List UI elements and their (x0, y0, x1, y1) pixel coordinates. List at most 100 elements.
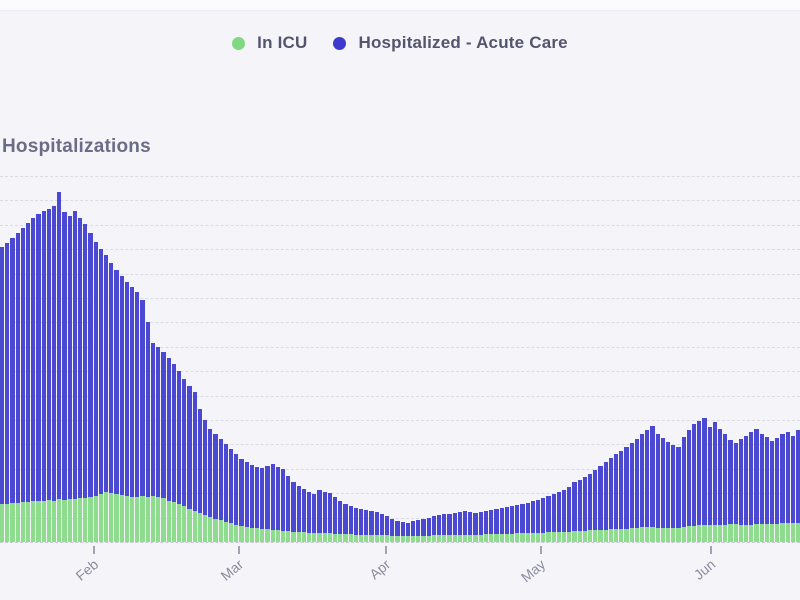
bar[interactable] (613, 454, 619, 542)
bar[interactable] (624, 447, 629, 542)
bar[interactable] (202, 420, 208, 542)
bar[interactable] (697, 421, 702, 542)
bar[interactable] (572, 482, 577, 542)
bar[interactable] (671, 445, 676, 542)
bar[interactable] (20, 228, 26, 542)
bar[interactable] (41, 211, 46, 542)
bar[interactable] (447, 514, 452, 542)
bar[interactable] (780, 434, 785, 542)
bar[interactable] (608, 458, 613, 542)
bar[interactable] (208, 429, 213, 542)
bar[interactable] (587, 474, 593, 542)
bar[interactable] (348, 506, 353, 542)
bar[interactable] (775, 438, 780, 542)
bar[interactable] (426, 518, 431, 542)
bar[interactable] (249, 465, 254, 542)
bar[interactable] (213, 434, 218, 542)
bar[interactable] (582, 477, 587, 542)
bar[interactable] (270, 464, 275, 542)
bar[interactable] (686, 430, 692, 542)
bar[interactable] (796, 430, 800, 542)
bar[interactable] (593, 470, 598, 542)
bar[interactable] (88, 233, 93, 542)
bar[interactable] (598, 466, 603, 542)
bar[interactable] (343, 504, 348, 542)
bar[interactable] (322, 492, 327, 542)
bar[interactable] (390, 519, 395, 542)
bar[interactable] (176, 371, 182, 542)
bar[interactable] (223, 444, 228, 542)
bar[interactable] (72, 211, 78, 542)
bar[interactable] (364, 510, 369, 542)
bar[interactable] (744, 436, 749, 542)
bar[interactable] (130, 287, 135, 542)
bar[interactable] (515, 505, 520, 542)
bar[interactable] (10, 238, 15, 542)
bar[interactable] (546, 496, 551, 542)
bar[interactable] (333, 497, 338, 542)
bar[interactable] (67, 216, 72, 542)
bar[interactable] (31, 218, 36, 542)
bar[interactable] (140, 300, 145, 542)
bar[interactable] (359, 509, 364, 542)
bar[interactable] (260, 468, 265, 542)
bar[interactable] (749, 432, 754, 542)
bar[interactable] (567, 487, 572, 542)
bar[interactable] (473, 513, 478, 542)
bar[interactable] (286, 476, 291, 542)
bar[interactable] (0, 247, 5, 542)
bar[interactable] (275, 467, 280, 542)
bar[interactable] (239, 459, 244, 542)
bar[interactable] (494, 509, 499, 542)
bar[interactable] (551, 494, 556, 542)
legend-item-in-icu[interactable]: In ICU (232, 33, 307, 53)
bar[interactable] (306, 492, 312, 542)
bar[interactable] (770, 441, 775, 542)
bar[interactable] (650, 426, 655, 542)
bar[interactable] (218, 439, 223, 542)
bar[interactable] (379, 514, 385, 542)
bar[interactable] (78, 218, 83, 542)
bar[interactable] (369, 511, 374, 542)
bar[interactable] (15, 233, 20, 542)
bar[interactable] (327, 493, 332, 542)
bar[interactable] (785, 432, 790, 542)
legend-item-hospitalized-acute-care[interactable]: Hospitalized - Acute Care (333, 33, 568, 53)
bar[interactable] (280, 469, 286, 542)
bar[interactable] (483, 511, 489, 542)
bar[interactable] (634, 439, 639, 542)
bar[interactable] (291, 482, 296, 542)
bar[interactable] (541, 498, 546, 542)
bar[interactable] (437, 515, 442, 542)
bar[interactable] (718, 429, 723, 542)
bar[interactable] (124, 282, 130, 542)
bar[interactable] (312, 494, 317, 542)
bar[interactable] (145, 322, 150, 542)
bar[interactable] (46, 209, 52, 542)
bar[interactable] (639, 434, 645, 542)
bar[interactable] (457, 512, 463, 542)
bar[interactable] (296, 486, 301, 542)
bar[interactable] (645, 430, 650, 542)
bar[interactable] (254, 467, 260, 542)
bar[interactable] (228, 449, 234, 542)
bar[interactable] (317, 490, 322, 542)
bar[interactable] (171, 364, 176, 542)
bar[interactable] (666, 442, 671, 542)
bar[interactable] (93, 242, 98, 542)
bar[interactable] (431, 516, 437, 542)
bar[interactable] (442, 514, 447, 542)
bar[interactable] (452, 513, 457, 542)
bar[interactable] (790, 436, 796, 542)
bar[interactable] (83, 224, 88, 542)
bar[interactable] (754, 429, 759, 542)
bar[interactable] (234, 454, 239, 542)
bar[interactable] (712, 422, 718, 542)
bar[interactable] (681, 437, 686, 542)
bar[interactable] (400, 522, 405, 542)
bar[interactable] (692, 424, 697, 542)
bar[interactable] (489, 510, 494, 542)
bar[interactable] (556, 492, 561, 542)
bar[interactable] (338, 501, 343, 542)
bar[interactable] (416, 520, 421, 542)
